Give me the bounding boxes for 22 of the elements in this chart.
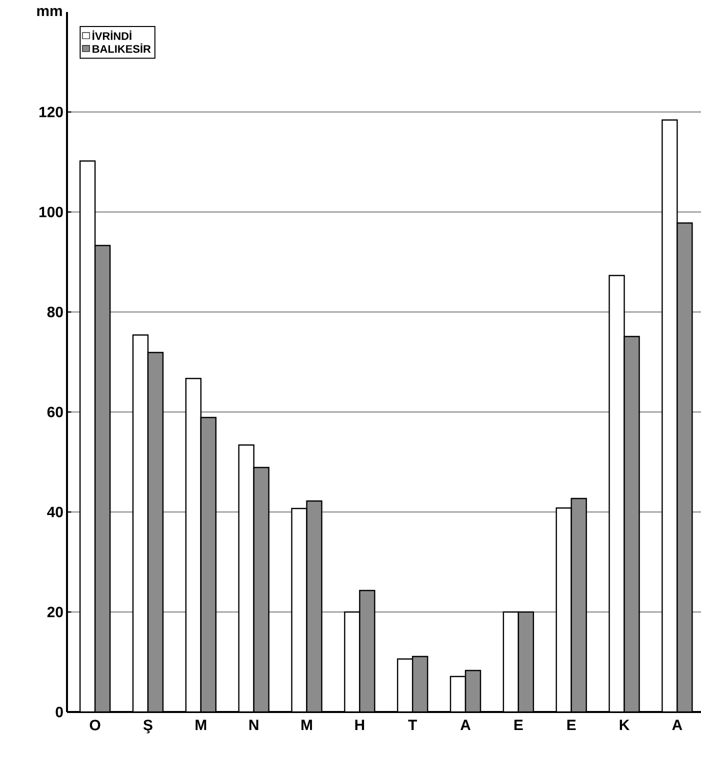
legend-label: İVRİNDİ bbox=[92, 30, 132, 40]
y-tick-label: 60 bbox=[47, 406, 63, 418]
x-tick-label: H bbox=[355, 720, 364, 730]
x-tick-label: T bbox=[408, 720, 417, 730]
x-tick-label: E bbox=[514, 720, 523, 730]
x-tick-label: M bbox=[196, 720, 206, 730]
x-tick-label: E bbox=[567, 720, 576, 730]
x-tick-label: A bbox=[672, 720, 682, 730]
x-tick-label: K bbox=[620, 720, 630, 730]
x-tick-label: O bbox=[90, 720, 100, 730]
y-tick-label: 100 bbox=[39, 206, 63, 218]
x-tick-label: M bbox=[302, 720, 312, 730]
x-tick-label: N bbox=[249, 720, 258, 730]
y-tick-label: 80 bbox=[47, 306, 63, 318]
y-tick-label: 40 bbox=[47, 506, 63, 518]
y-tick-label: 20 bbox=[47, 606, 63, 618]
y-tick-label: 120 bbox=[39, 106, 63, 118]
legend-label: BALIKESİR bbox=[92, 43, 151, 53]
x-tick-label: A bbox=[460, 720, 470, 730]
y-axis-title: mm bbox=[37, 8, 62, 16]
x-tick-label: Ş bbox=[143, 720, 152, 734]
y-tick-label: 0 bbox=[56, 706, 63, 718]
